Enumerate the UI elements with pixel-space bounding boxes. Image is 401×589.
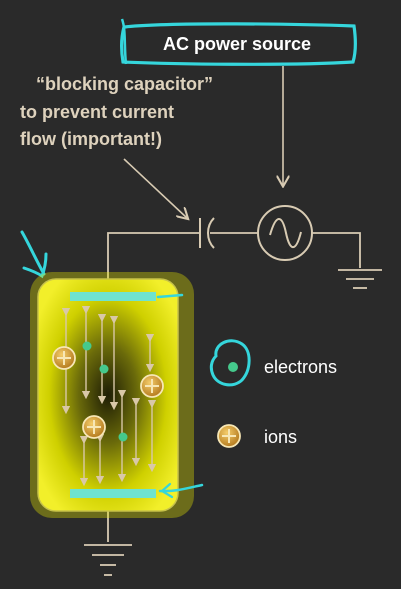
capacitor-icon [199,217,215,249]
plasma-chamber [30,272,204,518]
ac-power-source-box: AC power source [120,18,357,66]
annotation-line-1: “blocking capacitor” [36,74,213,94]
ions [52,346,164,439]
ions-label: ions [264,427,297,447]
electrons [82,341,128,442]
electron-dot [118,432,128,442]
circuit-wires [107,232,361,542]
legend-ion: ions [217,424,297,448]
ac-source-icon [257,205,313,261]
legend: electrons ions [209,339,337,448]
blocking-capacitor-annotation: “blocking capacitor” to prevent current … [20,74,213,149]
ion-icon [52,346,76,370]
chamber-pointer-arrow [20,230,48,279]
capacitor-pointer-arrow [123,158,187,218]
top-electrode [70,292,156,301]
ion-icon [140,374,164,398]
bottom-electrode [70,489,156,498]
legend-electron: electrons [209,339,337,387]
ion-icon [82,415,106,439]
ac-power-source-label: AC power source [163,34,311,54]
electron-dot [82,341,92,351]
ground-icon-bottom [84,544,132,576]
annotation-line-3: flow (important!) [20,129,162,149]
electrons-label: electrons [264,357,337,377]
electron-dot [99,364,109,374]
annotation-line-2: to prevent current [20,102,174,122]
ground-icon-right [338,269,382,289]
electron-legend-icon [228,362,238,372]
